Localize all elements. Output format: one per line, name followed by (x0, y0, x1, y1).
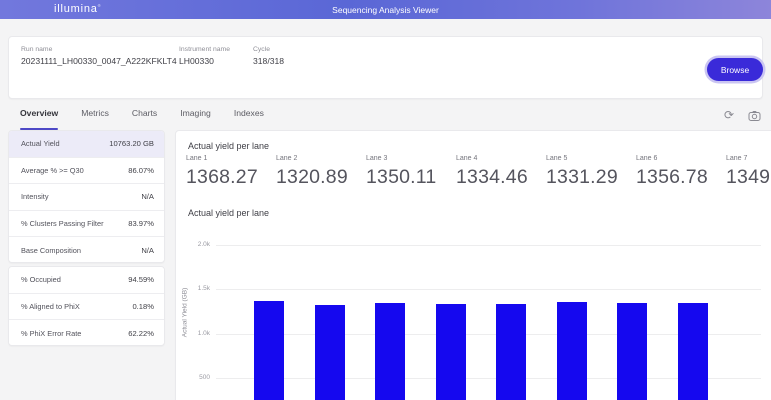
metric-value: N/A (141, 245, 154, 255)
lane-value: 1320.89 (276, 166, 348, 188)
metrics-sidebar-group-1: Actual Yield 10763.20 GB Average % >= Q3… (8, 130, 165, 263)
metric-actual-yield[interactable]: Actual Yield 10763.20 GB (9, 131, 164, 158)
tab-imaging[interactable]: Imaging (180, 108, 211, 118)
lane-value: 1350.11 (366, 166, 437, 188)
cycle-value: 318/318 (253, 56, 285, 66)
bar-lane-2 (314, 305, 345, 400)
bar-lane-1 (254, 301, 284, 400)
y-tick-label: 1.0k (197, 330, 210, 337)
lane-column-4: Lane 4 1334.46 (456, 155, 542, 189)
tab-charts[interactable]: Charts (131, 108, 158, 118)
registered-mark: ® (97, 3, 102, 9)
lane-column-2: Lane 2 1320.89 (276, 155, 362, 189)
tab-overview[interactable]: Overview (20, 108, 59, 130)
metric-label: Actual Yield (21, 139, 60, 149)
metric-value: 10763.20 GB (109, 139, 154, 149)
lane-column-5: Lane 5 1331.29 (546, 155, 632, 189)
lane-column-3: Lane 3 1350.11 (366, 155, 452, 189)
gridline-2000 (216, 245, 761, 246)
metric-label: % Occupied (21, 275, 61, 285)
y-tick-label: 500 (199, 374, 210, 381)
lane-label: Lane 1 (186, 155, 208, 162)
run-name-field: Run name 20231111_LH00330_0047_A222KFKLT… (21, 46, 177, 66)
bar-lane-7 (617, 302, 647, 400)
bar-lane-5 (496, 304, 526, 400)
metric-value: 83.97% (128, 218, 154, 228)
gridline-500 (216, 378, 761, 379)
illumina-logo: illumina® (54, 3, 102, 15)
lane-label: Lane 7 (726, 155, 748, 162)
metric-clusters-passing-filter[interactable]: % Clusters Passing Filter 83.97% (9, 210, 164, 237)
lane-column-1: Lane 1 1368.27 (186, 155, 272, 189)
app-header: illumina® Sequencing Analysis Viewer (0, 0, 771, 19)
metric-aligned-phix[interactable]: % Aligned to PhiX 0.18% (9, 293, 164, 320)
metric-label: % PhiX Error Rate (21, 328, 82, 338)
bar-lane-3 (375, 302, 405, 400)
lane-label: Lane 2 (276, 155, 298, 162)
instrument-name-field: Instrument name LH00330 (179, 46, 230, 66)
chart-plot (176, 131, 771, 400)
metric-occupied[interactable]: % Occupied 94.59% (9, 267, 164, 294)
lane-label: Lane 5 (546, 155, 568, 162)
toolbar-icons: ⟳ (724, 109, 761, 127)
metric-phix-error-rate[interactable]: % PhiX Error Rate 62.22% (9, 320, 164, 345)
metric-average-q30[interactable]: Average % >= Q30 86.07% (9, 157, 164, 184)
lane-value: 1349 (726, 166, 771, 188)
instrument-name-value: LH00330 (179, 56, 214, 66)
metric-label: Average % >= Q30 (21, 165, 84, 175)
run-name-label: Run name (21, 46, 53, 53)
tab-bar: Overview Metrics Charts Imaging Indexes (20, 108, 264, 130)
metric-base-composition[interactable]: Base Composition N/A (9, 237, 164, 262)
metric-value: 94.59% (128, 275, 154, 285)
metric-value: 62.22% (128, 328, 154, 338)
refresh-icon[interactable]: ⟳ (724, 108, 735, 122)
cycle-field: Cycle 318/318 (253, 46, 284, 66)
lane-value: 1368.27 (186, 166, 258, 188)
metric-label: % Aligned to PhiX (21, 301, 80, 311)
metric-intensity[interactable]: Intensity N/A (9, 184, 164, 211)
run-name-value: 20231111_LH00330_0047_A222KFKLT4 (21, 56, 177, 66)
lane-summary-title: Actual yield per lane (188, 141, 270, 151)
lane-label: Lane 3 (366, 155, 388, 162)
tab-metrics[interactable]: Metrics (81, 108, 109, 118)
run-info-card: Run name 20231111_LH00330_0047_A222KFKLT… (8, 36, 763, 99)
main-panel: Actual yield per lane Lane 1 1368.27 Lan… (175, 130, 771, 400)
metric-value: N/A (141, 192, 154, 202)
metric-value: 86.07% (128, 165, 154, 175)
lane-label: Lane 6 (636, 155, 658, 162)
y-tick-label: 2.0k (197, 241, 210, 248)
tab-indexes[interactable]: Indexes (233, 108, 264, 118)
gridline-1500 (216, 289, 761, 290)
metrics-sidebar-group-2: % Occupied 94.59% % Aligned to PhiX 0.18… (8, 266, 165, 346)
chart-title: Actual yield per lane (188, 208, 270, 218)
lane-label: Lane 4 (456, 155, 478, 162)
lane-column-7: Lane 7 1349 (726, 155, 771, 189)
metric-label: % Clusters Passing Filter (21, 218, 104, 228)
bar-lane-8 (677, 302, 708, 400)
gridline-1000 (216, 334, 761, 335)
camera-icon[interactable] (748, 109, 761, 127)
bar-lane-4 (435, 304, 466, 400)
bar-lane-6 (556, 302, 587, 400)
lane-column-6: Lane 6 1356.78 (636, 155, 722, 189)
lane-value: 1334.46 (456, 166, 528, 188)
lane-value: 1356.78 (636, 166, 708, 188)
cycle-label: Cycle (253, 46, 270, 53)
y-tick-label: 1.5k (197, 285, 210, 292)
browse-button[interactable]: Browse (707, 58, 763, 81)
instrument-name-label: Instrument name (179, 46, 230, 53)
metric-label: Base Composition (21, 245, 81, 255)
metric-label: Intensity (21, 192, 49, 202)
app-title: Sequencing Analysis Viewer (332, 5, 439, 15)
metric-value: 0.18% (132, 301, 154, 311)
lane-value: 1331.29 (546, 166, 618, 188)
